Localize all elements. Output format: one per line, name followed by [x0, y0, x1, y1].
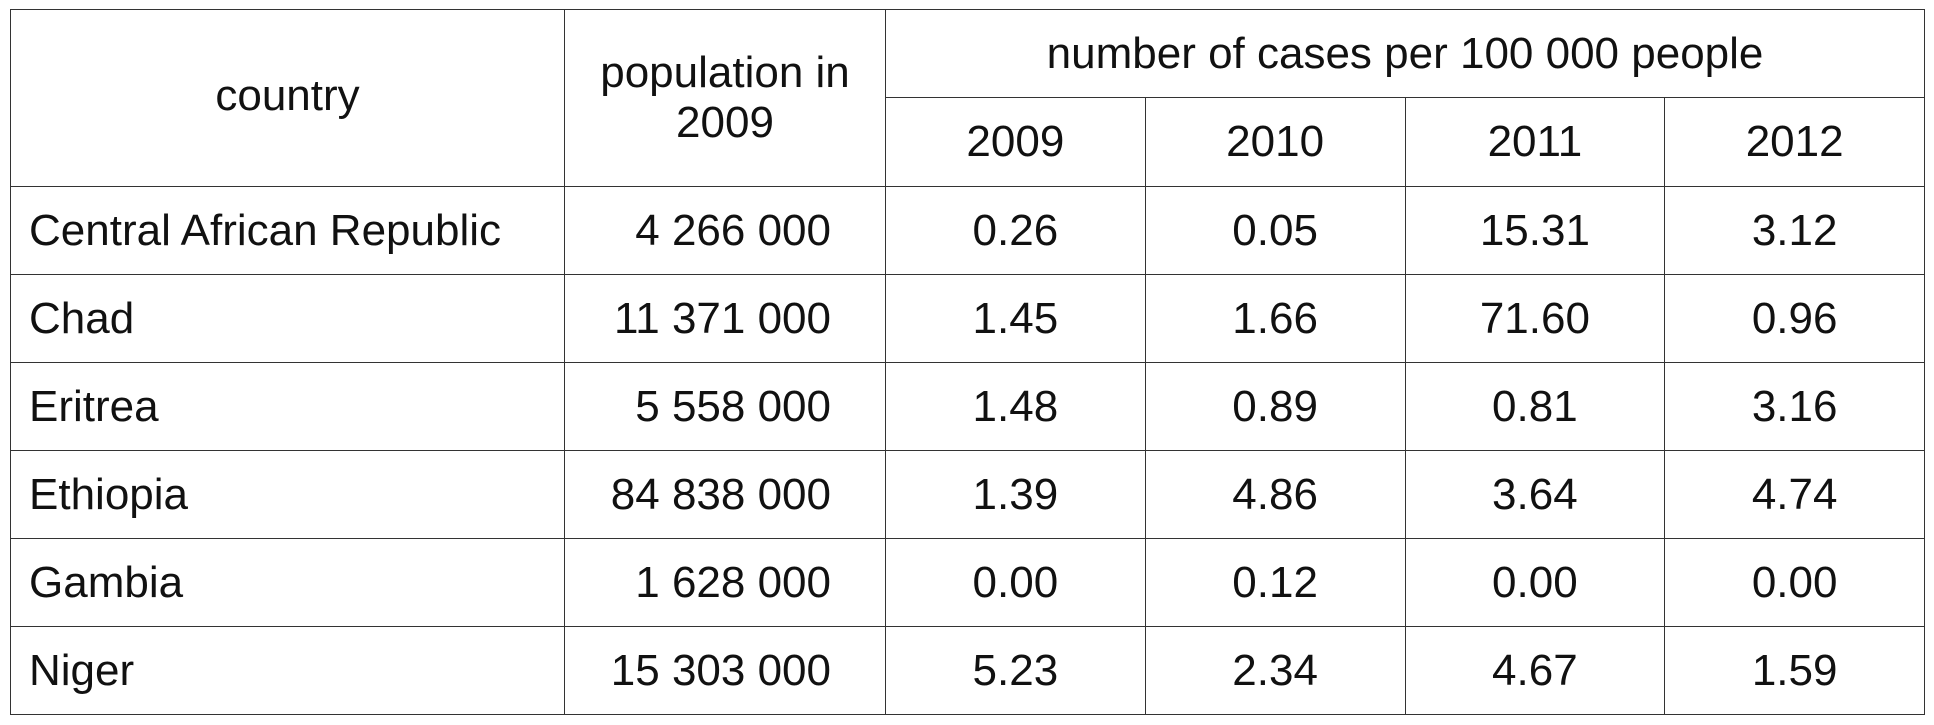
- value-cell: 3.12: [1664, 186, 1926, 275]
- value-cell: 0.00: [1404, 538, 1666, 627]
- value-cell: 0.00: [1664, 538, 1926, 627]
- value-cell: 4.86: [1144, 450, 1406, 539]
- country-cell: Gambia: [10, 538, 565, 627]
- value-cell: 4.67: [1404, 626, 1666, 715]
- year-header-2012: 2012: [1664, 97, 1926, 187]
- year-header-2009: 2009: [885, 97, 1146, 187]
- value-cell: 4.74: [1664, 450, 1926, 539]
- value-cell: 5.23: [885, 626, 1146, 715]
- population-cell: 15 303 000: [564, 626, 886, 715]
- value-cell: 1.48: [885, 362, 1146, 451]
- country-cell: Eritrea: [10, 362, 565, 451]
- country-cell: Ethiopia: [10, 450, 565, 539]
- population-column-header: population in 2009: [564, 9, 886, 187]
- data-table-container: country population in 2009 number of cas…: [10, 9, 1926, 715]
- value-cell: 1.59: [1664, 626, 1926, 715]
- table-row: Gambia 1 628 000 0.00 0.12 0.00 0.00: [10, 538, 1926, 627]
- value-cell: 0.96: [1664, 274, 1926, 363]
- population-cell: 11 371 000: [564, 274, 886, 363]
- value-cell: 2.34: [1144, 626, 1406, 715]
- value-cell: 0.89: [1144, 362, 1406, 451]
- value-cell: 1.66: [1144, 274, 1406, 363]
- value-cell: 0.00: [885, 538, 1146, 627]
- country-cell: Central African Republic: [10, 186, 565, 275]
- cases-group-header: number of cases per 100 000 people: [884, 9, 1926, 98]
- cases-table: country population in 2009 number of cas…: [10, 9, 1926, 715]
- value-cell: 71.60: [1404, 274, 1666, 363]
- value-cell: 0.81: [1404, 362, 1666, 451]
- value-cell: 3.16: [1664, 362, 1926, 451]
- population-cell: 5 558 000: [564, 362, 886, 451]
- table-row: Eritrea 5 558 000 1.48 0.89 0.81 3.16: [10, 362, 1926, 451]
- year-header-2011: 2011: [1404, 97, 1666, 187]
- value-cell: 15.31: [1404, 186, 1666, 275]
- country-column-header: country: [10, 9, 565, 187]
- table-row: Ethiopia 84 838 000 1.39 4.86 3.64 4.74: [10, 450, 1926, 539]
- value-cell: 1.45: [885, 274, 1146, 363]
- header-row-1: country population in 2009 number of cas…: [10, 9, 1926, 187]
- table-row: Chad 11 371 000 1.45 1.66 71.60 0.96: [10, 274, 1926, 363]
- value-cell: 0.05: [1144, 186, 1406, 275]
- country-cell: Niger: [10, 626, 565, 715]
- population-cell: 1 628 000: [564, 538, 886, 627]
- population-cell: 84 838 000: [564, 450, 886, 539]
- value-cell: 0.26: [885, 186, 1146, 275]
- value-cell: 0.12: [1144, 538, 1406, 627]
- value-cell: 3.64: [1404, 450, 1666, 539]
- table-row: Central African Republic 4 266 000 0.26 …: [10, 186, 1926, 275]
- value-cell: 1.39: [885, 450, 1146, 539]
- country-cell: Chad: [10, 274, 565, 363]
- year-header-2010: 2010: [1144, 97, 1406, 187]
- table-row: Niger 15 303 000 5.23 2.34 4.67 1.59: [10, 626, 1926, 715]
- population-cell: 4 266 000: [564, 186, 886, 275]
